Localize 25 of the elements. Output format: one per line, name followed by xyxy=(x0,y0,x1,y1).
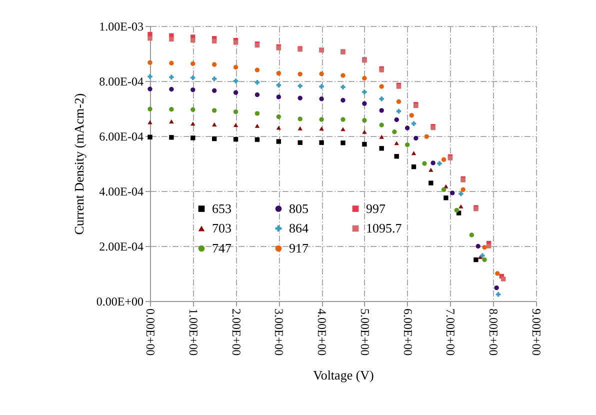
legend-label: 1095.7 xyxy=(366,220,402,236)
legend-label: 864 xyxy=(289,220,309,236)
legend-label: 805 xyxy=(289,200,308,216)
x-tick-label: 8.00E+00 xyxy=(486,308,501,356)
x-tick-label: 9.00E+00 xyxy=(530,308,544,356)
legend-label: 747 xyxy=(212,240,232,256)
y-tick-label: 0.00E+00 xyxy=(96,294,144,308)
x-tick-label: 4.00E+00 xyxy=(315,308,330,356)
legend-label: 653 xyxy=(212,200,232,216)
x-tick-label: 6.00E+00 xyxy=(400,308,415,356)
legend-label: 703 xyxy=(212,220,232,236)
x-tick-label: 1.00E+00 xyxy=(186,308,200,356)
y-tick-label: 8.00E-04 xyxy=(99,74,144,88)
x-axis-title: Voltage (V) xyxy=(313,368,374,383)
y-axis-title: Current Density (mAcm-2) xyxy=(71,93,86,235)
legend-label: 997 xyxy=(366,200,386,216)
y-tick-label: 1.00E-03 xyxy=(99,20,144,34)
y-tick-label: 2.00E-04 xyxy=(99,240,144,254)
y-tick-label: 6.00E-04 xyxy=(99,130,144,144)
legend-label: 917 xyxy=(289,240,309,256)
y-tick-label: 4.00E-04 xyxy=(99,184,144,198)
x-tick-label: 5.00E+00 xyxy=(358,308,372,356)
x-tick-label: 3.00E+00 xyxy=(272,308,286,356)
x-tick-label: 2.00E+00 xyxy=(229,308,244,356)
x-tick-label: 7.00E+00 xyxy=(444,308,458,356)
